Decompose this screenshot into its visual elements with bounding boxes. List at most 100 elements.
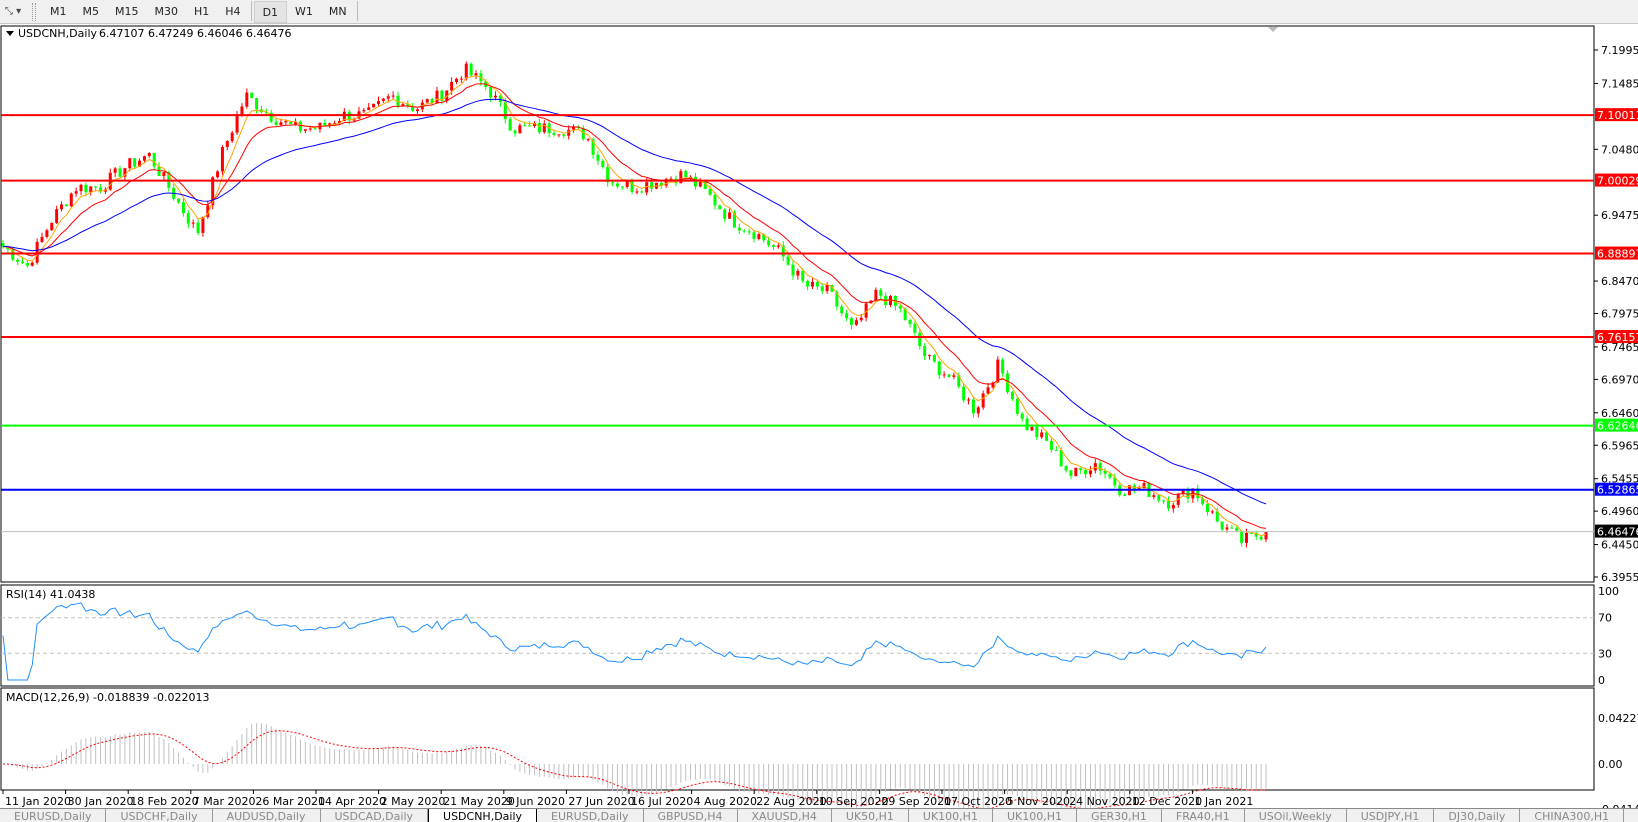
chart-tab[interactable]: EURUSD,Daily <box>0 809 107 822</box>
timeframe-m5[interactable]: M5 <box>82 4 100 18</box>
chart-tab[interactable]: FRA40,H1 <box>1162 809 1245 822</box>
chart-tab[interactable]: GER30,H1 <box>1077 809 1162 822</box>
price-level-label: 7.00029 <box>1597 175 1638 188</box>
candle-body <box>284 121 288 123</box>
chart-tab[interactable]: USOil,Weekly <box>1245 809 1347 822</box>
candle-body <box>1064 466 1068 471</box>
candle-body <box>586 139 590 141</box>
candle-body <box>1162 500 1166 502</box>
shift-marker-icon[interactable] <box>1268 27 1278 32</box>
candle-body <box>1235 527 1239 531</box>
rsi-axis-label: 70 <box>1598 612 1612 625</box>
candle-body <box>406 104 410 107</box>
candle-body <box>708 189 712 195</box>
candle-body <box>425 99 429 103</box>
candle-body <box>440 90 444 101</box>
candle-body <box>801 270 805 281</box>
candle-body <box>737 227 741 231</box>
timeframe-m15[interactable]: M15 <box>115 4 139 18</box>
candle-body <box>401 104 405 106</box>
candle-body <box>879 289 883 296</box>
candle-body <box>615 183 619 187</box>
price-level-badge <box>1595 246 1638 260</box>
candle-body <box>11 249 15 260</box>
x-tick-label: 26 Mar 2020 <box>255 795 325 808</box>
chart-tab[interactable]: AUDUSD,Daily <box>213 809 321 822</box>
candle-body <box>840 306 844 314</box>
candle-body <box>952 375 956 377</box>
candle-body <box>79 184 83 192</box>
toolbar-grip[interactable] <box>32 2 36 21</box>
chart-tab[interactable]: USDCAD,Daily <box>321 809 429 822</box>
collapse-triangle-icon[interactable] <box>6 31 14 36</box>
chart-tab[interactable]: UK100,H1 <box>909 809 993 822</box>
candle-body <box>1108 473 1112 478</box>
candle-body <box>1079 467 1083 470</box>
candle-body <box>430 99 434 104</box>
x-tick-label: 9 Jun 2020 <box>506 795 565 808</box>
candle-body <box>971 399 975 414</box>
candle-body <box>835 291 839 307</box>
timeframe-d1[interactable]: D1 <box>253 0 288 23</box>
price-level-badge <box>1595 418 1638 432</box>
timeframe-w1[interactable]: W1 <box>295 4 313 18</box>
rsi-label: RSI(14) 41.0438 <box>6 588 95 601</box>
candle-body <box>342 111 346 121</box>
candle-body <box>279 122 283 125</box>
candle-body <box>767 240 771 246</box>
chart-tab[interactable]: EURUSD,Daily <box>537 809 644 822</box>
chart-tab[interactable]: CHINA300,H1 <box>1520 809 1625 822</box>
candle-body <box>630 181 634 192</box>
x-tick-label: 30 Jan 2020 <box>68 795 134 808</box>
x-tick-label: 18 Feb 2020 <box>130 795 198 808</box>
candle-body <box>147 152 151 157</box>
candle-body <box>650 182 654 189</box>
chart-tab[interactable]: USOil,4 <box>1624 809 1638 822</box>
chart-tab[interactable]: DJ30,Daily <box>1434 809 1521 822</box>
candle-body <box>557 134 561 136</box>
candle-body <box>601 160 605 167</box>
timeframe-h1[interactable]: H1 <box>194 4 210 18</box>
timeframe-mn[interactable]: MN <box>328 4 347 18</box>
chart-tab[interactable]: UK100,H1 <box>993 809 1077 822</box>
line-studies-dropdown[interactable]: ⤡ ▾ <box>4 6 22 17</box>
candle-body <box>1215 511 1219 522</box>
candle-body <box>99 187 103 192</box>
timeframe-h4[interactable]: H4 <box>225 4 241 18</box>
macd-histogram <box>7 723 1267 808</box>
candle-body <box>757 234 761 239</box>
chart-tab[interactable]: USDCNH,Daily <box>428 809 538 822</box>
chart-tab[interactable]: GBPUSD,H4 <box>644 809 738 822</box>
rsi-axis-label: 100 <box>1598 585 1619 598</box>
x-tick-label: 7 Mar 2020 <box>193 795 256 808</box>
candle-body <box>947 374 951 377</box>
chart-area[interactable]: USDCNH,Daily 6.47107 6.47249 6.46046 6.46… <box>0 25 1638 808</box>
candle-body <box>459 78 463 80</box>
candle-body <box>230 132 234 142</box>
candle-body <box>211 177 215 206</box>
macd-axis-label: 0.00 <box>1598 758 1623 771</box>
candle-body <box>786 256 790 265</box>
timeframe-m1[interactable]: M1 <box>50 4 67 18</box>
candle-body <box>659 182 663 186</box>
chart-tab[interactable]: USDCHF,Daily <box>106 809 213 822</box>
chart-tab[interactable]: UK50,H1 <box>832 809 909 822</box>
candle-body <box>889 296 893 306</box>
chart-tab[interactable]: USDJPY,H1 <box>1347 809 1435 822</box>
chart-tab[interactable]: XAUUSD,H4 <box>738 809 832 822</box>
candle-body <box>94 186 98 188</box>
candle-body <box>781 245 785 257</box>
candle-body <box>1049 440 1053 450</box>
candle-body <box>1201 498 1205 504</box>
candle-body <box>762 234 766 241</box>
candle-body <box>923 346 927 357</box>
candle-body <box>1088 470 1092 475</box>
timeframe-m30[interactable]: M30 <box>154 4 179 18</box>
candle-body <box>728 212 732 219</box>
candle-body <box>60 204 64 210</box>
candle-body <box>391 95 395 97</box>
candle-body <box>89 186 93 193</box>
rsi-axis-label: 0 <box>1598 674 1605 687</box>
candle-body <box>1015 398 1019 414</box>
candle-body <box>55 209 59 223</box>
